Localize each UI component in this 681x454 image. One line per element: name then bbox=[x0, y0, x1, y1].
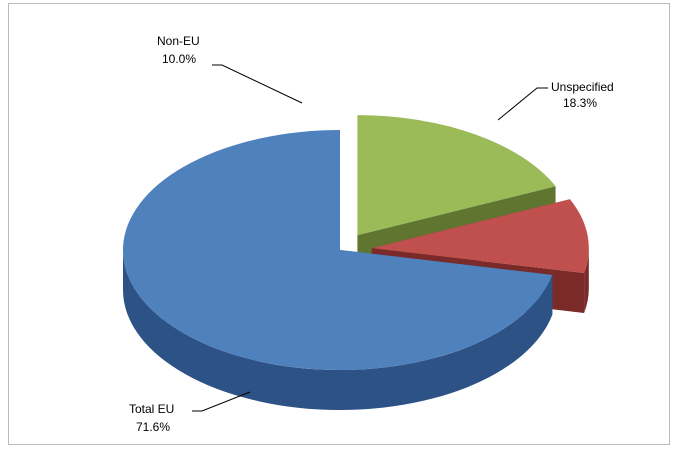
pie-slice-total-eu bbox=[123, 130, 553, 371]
pie-slice-non-eu bbox=[371, 199, 589, 274]
pie-slices bbox=[123, 115, 589, 410]
slice-label-total-eu: Total EU bbox=[129, 402, 174, 416]
slice-label-non-eu: Non-EU bbox=[157, 34, 200, 48]
leader-line-unspecified bbox=[497, 87, 548, 121]
pie-rim-total-eu bbox=[123, 250, 553, 410]
pie-slice-unspecified bbox=[357, 115, 556, 236]
slice-value-unspecified: 18.3% bbox=[563, 96, 597, 110]
leader-line-non-eu bbox=[212, 64, 303, 104]
slice-value-non-eu: 10.0% bbox=[162, 52, 196, 66]
slice-label-unspecified: Unspecified bbox=[551, 80, 614, 94]
slice-value-total-eu: 71.6% bbox=[136, 420, 170, 434]
leader-line-total-eu bbox=[192, 391, 251, 412]
pie-rim-non-eu bbox=[584, 248, 589, 314]
